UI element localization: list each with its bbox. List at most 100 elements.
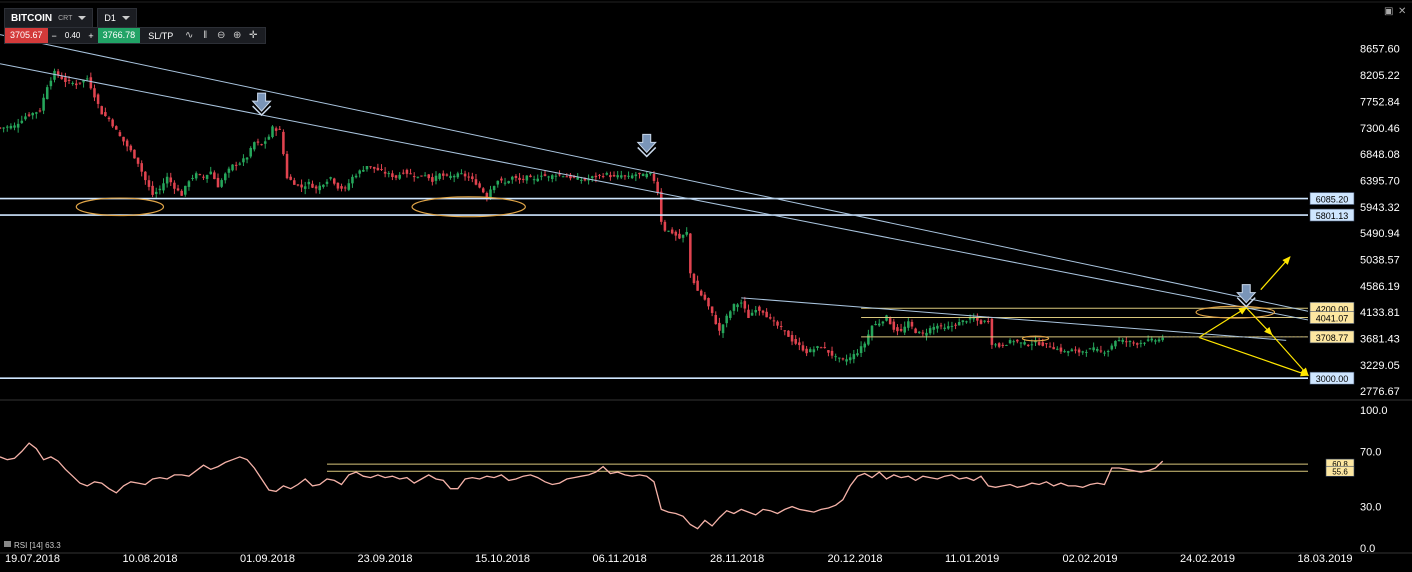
down-arrow-icon [636,133,657,158]
symbol-type: CRT [58,14,73,22]
timeframe-selector[interactable]: D1 [97,8,137,28]
candle-body [772,320,776,322]
candle-body [140,163,143,172]
level-tag-label: 3708.77 [1316,333,1349,343]
candle-body [1063,351,1066,353]
y-tick-label: 4586.19 [1360,281,1400,293]
rsi-y-tick-label: 30.0 [1360,502,1381,514]
candle-body [300,184,303,188]
candle-body [947,326,950,329]
candle-body [783,330,787,332]
line-chart-icon[interactable]: ∿ [185,30,194,41]
candle-body [638,172,641,175]
candle-body [1103,352,1106,354]
candle-body [387,173,391,175]
candle-body [801,345,805,351]
candle-body [93,88,96,98]
candle-body [867,334,870,345]
candle-body [365,165,369,170]
candle-body [271,126,274,138]
candle-body [877,323,881,326]
level-tag [1309,371,1355,385]
candle-body [481,188,485,193]
zoom-out-icon[interactable]: ⊖ [217,30,226,41]
candle-body [49,80,53,87]
zoom-in-icon[interactable]: ⊕ [233,30,242,41]
candle-body [932,326,936,330]
candle-body [9,125,13,129]
buy-button[interactable]: 3766.78 [97,28,141,43]
candle-body [714,314,718,325]
candle-body [896,327,899,332]
candle-body [630,175,634,179]
spread-plus-button[interactable]: + [88,30,94,41]
candle-body [122,136,125,142]
candle-body [750,312,754,316]
candle-body [376,167,380,171]
candle-body [943,327,946,329]
candle-body [812,349,816,353]
candle-body [282,131,285,155]
spread-minus-button[interactable]: − [51,30,57,41]
maximize-icon[interactable]: ▣ [1384,6,1394,17]
candle-body [223,173,227,181]
candle-body [808,349,812,353]
candle-body [779,326,783,328]
candle-body [0,127,2,129]
indicator-settings-icon [4,541,11,547]
rsi-y-tick-label: 100.0 [1360,405,1388,417]
crosshair-icon[interactable]: ✛ [249,30,258,41]
sl-tp-button[interactable]: SL/TP [148,30,174,41]
candle-body [1092,347,1095,351]
candle-body [118,132,122,137]
candle-body [64,77,67,83]
candle-body [1052,347,1055,350]
symbol-selector[interactable]: BITCOIN CRT [4,8,94,28]
trend-line [0,34,1309,312]
rsi-level-tag-label: 55.6 [1332,467,1348,476]
candle-body [743,301,747,309]
candle-body [659,191,663,222]
candle-body [540,175,543,177]
candle-body [125,140,129,147]
candle-body [485,193,489,199]
candle-body [561,176,565,178]
ellipse-annotation [411,196,526,218]
candles-icon[interactable]: ǁ [203,30,208,41]
close-icon[interactable]: ✕ [1398,6,1407,17]
candle-body [463,173,467,177]
x-tick-label: 11.01.2019 [945,553,999,565]
candle-body [616,175,619,178]
candle-body [111,119,114,127]
candle-body [31,113,34,116]
candle-body [641,173,645,177]
candle-body [187,181,191,187]
candle-body [245,157,249,160]
candle-body [739,302,743,304]
candle-body [169,177,173,183]
candle-body [692,273,696,284]
candle-body [144,171,147,181]
candle-body [787,330,790,337]
candle-body [449,175,452,178]
candle-body [129,145,133,151]
candle-body [503,182,507,184]
candle-body [536,178,540,182]
candle-body [874,323,877,326]
symbol-name: BITCOIN [11,12,53,24]
sell-button[interactable]: 3705.67 [5,28,48,43]
y-tick-label: 6848.08 [1360,149,1400,161]
candle-body [441,173,445,176]
y-tick-label: 5490.94 [1360,228,1400,240]
candle-body [496,180,500,185]
candle-body [747,309,750,318]
down-arrow-icon [251,92,272,117]
candle-body [383,171,387,174]
candle-body [939,325,943,327]
candle-body [1161,337,1164,341]
candle-body [652,173,656,181]
down-arrow-chevron [637,146,657,158]
x-tick-label: 23.09.2018 [358,553,413,565]
candle-body [848,357,852,361]
